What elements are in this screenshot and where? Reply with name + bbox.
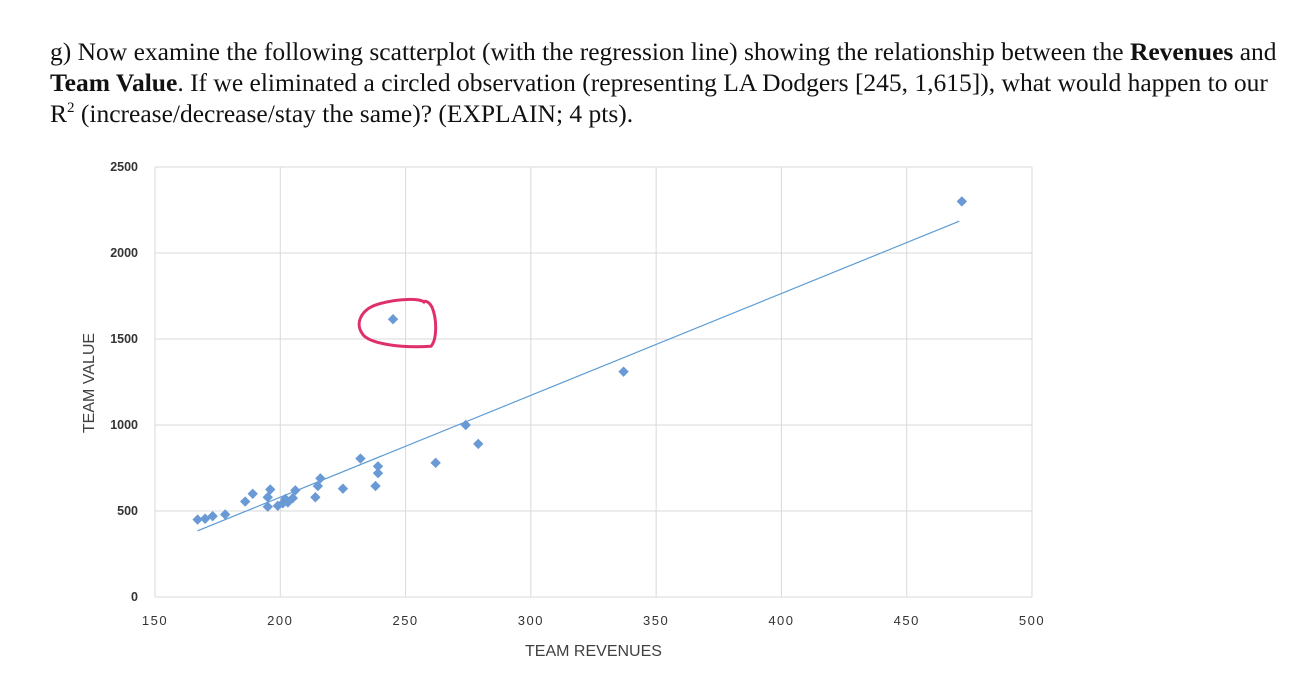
x-tick-label: 450 <box>894 613 920 628</box>
data-point <box>430 457 441 469</box>
data-point <box>290 485 301 496</box>
question-bold-team-value: Team Value <box>50 68 178 97</box>
data-point <box>460 419 471 431</box>
data-point <box>265 484 276 495</box>
data-point <box>247 488 258 499</box>
regression-line <box>197 220 960 532</box>
question-middle: . If we eliminated a circled observation… <box>50 68 1268 128</box>
data-point <box>473 438 484 450</box>
data-point <box>337 483 349 494</box>
data-point <box>312 480 324 492</box>
data-point <box>372 467 384 479</box>
x-tick-labels: 150 200 250 300 350 400 450 500 <box>142 613 1045 628</box>
y-tick-label: 1000 <box>110 418 138 432</box>
x-tick-label: 250 <box>392 613 418 628</box>
data-point <box>956 196 968 207</box>
data-point <box>240 496 251 507</box>
question-and: and <box>1233 37 1277 66</box>
y-tick-label: 2500 <box>110 160 138 174</box>
data-point <box>192 514 203 525</box>
question-prefix: g) Now examine the following scatterplot… <box>50 37 1130 66</box>
data-point <box>207 510 218 522</box>
y-tick-label: 0 <box>131 590 138 604</box>
y-tick-label: 2000 <box>110 246 138 260</box>
question-text: g) Now examine the following scatterplot… <box>50 36 1290 129</box>
data-point <box>219 509 231 520</box>
x-tick-label: 300 <box>518 613 544 628</box>
circled-observation-marker <box>357 297 438 349</box>
data-point <box>370 480 381 492</box>
x-axis-title: TEAM REVENUES <box>525 643 662 660</box>
data-point <box>310 492 321 503</box>
data-point <box>262 492 273 503</box>
data-point <box>372 461 384 472</box>
data-point <box>262 501 273 512</box>
y-axis-title: TEAM VALUE <box>81 333 98 433</box>
x-tick-label: 500 <box>1019 613 1045 628</box>
data-point <box>387 314 399 325</box>
data-point <box>315 473 326 484</box>
x-tick-label: 400 <box>768 613 794 628</box>
data-point <box>287 492 299 504</box>
data-point <box>618 366 629 377</box>
question-bold-revenues: Revenues <box>1129 37 1234 66</box>
x-tick-label: 150 <box>142 613 168 628</box>
y-tick-label: 500 <box>117 504 138 518</box>
y-tick-labels: 0 500 1000 1500 2000 2500 <box>110 160 138 604</box>
data-point <box>355 453 366 464</box>
data-points <box>192 196 968 525</box>
chart-grid <box>154 166 1033 598</box>
y-tick-label: 1500 <box>110 332 138 346</box>
question-suffix: (increase/decrease/stay the same)? (EXPL… <box>74 99 634 128</box>
question-superscript: 2 <box>67 100 75 116</box>
x-tick-label: 350 <box>643 613 669 628</box>
x-tick-label: 200 <box>267 613 293 628</box>
